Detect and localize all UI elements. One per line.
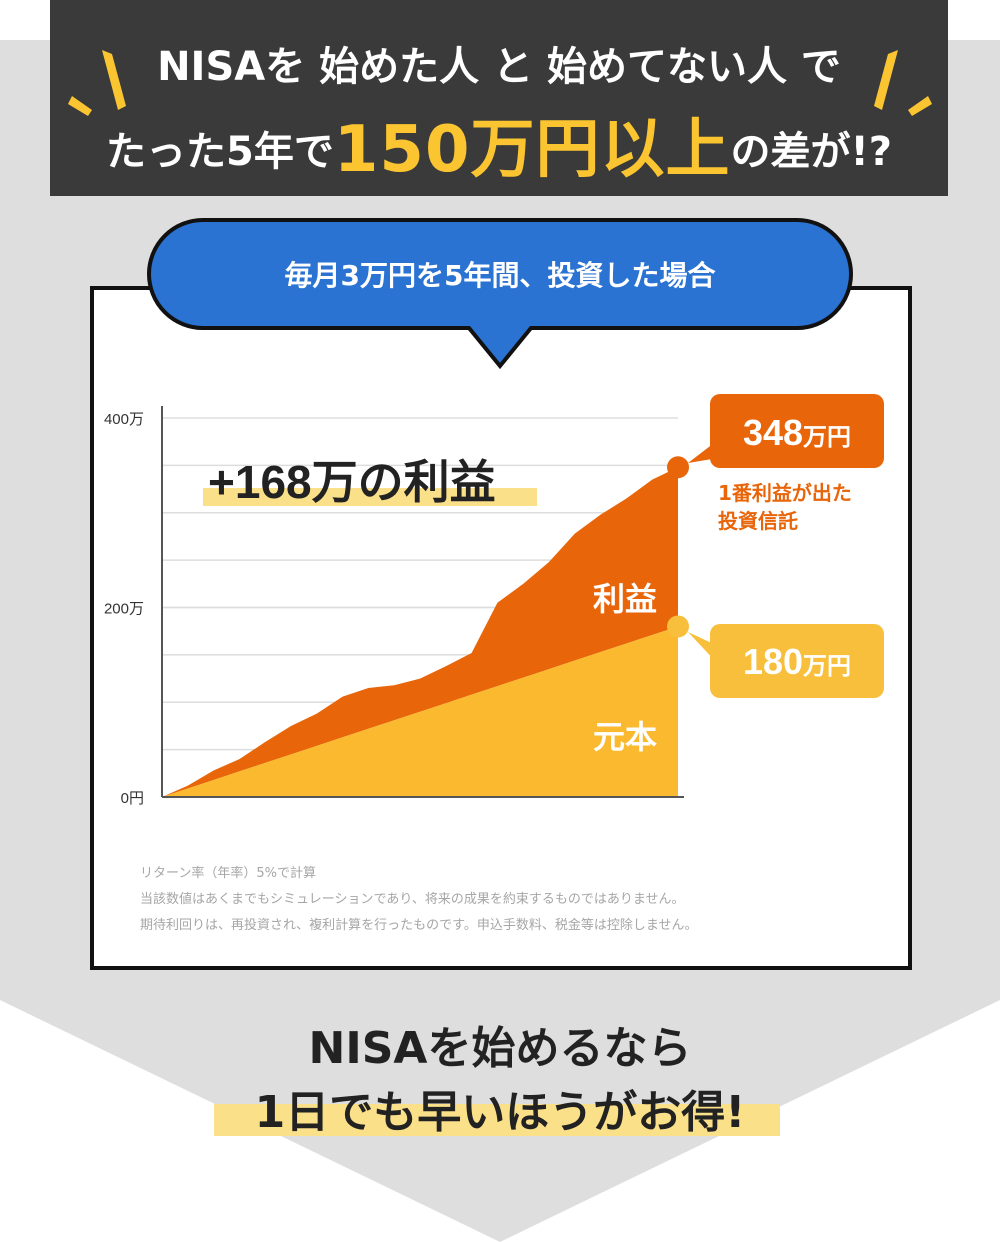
profit-area-label: 利益 — [593, 580, 657, 618]
header-line-1: NISAを 始めた人 と 始めてない人 で — [157, 44, 841, 90]
principal-area-label: 元本 — [593, 718, 657, 756]
note-line-1: リターン率（年率）5%で計算 — [140, 866, 316, 881]
header-line-2: たった5年で150万円以上の差が!? — [50, 98, 948, 190]
header-line-2-post: の差が!? — [730, 129, 892, 175]
header-highlight: 150万円以上 — [333, 113, 731, 187]
left-sparkle-icon — [68, 50, 126, 116]
y-tick-label: 200万 — [104, 601, 144, 618]
bottom-callout-text: 180万円 — [743, 641, 851, 682]
y-tick-label: 0円 — [121, 790, 144, 807]
footer-line-2: 1日でも早いほうがお得! — [254, 1087, 746, 1138]
top-callout-box — [710, 394, 884, 468]
speech-bubble — [147, 218, 853, 370]
principal-area — [162, 626, 678, 797]
note-line-3: 期待利回りは、再投資され、複利計算を行ったものです。申込手数料、税金等は控除しま… — [140, 918, 698, 933]
footer-line-1: NISAを始めるなら — [308, 1023, 692, 1074]
top-callout-caption-2: 投資信託 — [718, 509, 798, 533]
profit-total-label: +168万の利益 — [208, 456, 496, 508]
header-line-2-pre: たった5年で — [106, 129, 334, 175]
principal-endpoint — [667, 615, 689, 638]
y-tick-label: 400万 — [104, 411, 144, 428]
profit-area — [162, 467, 678, 797]
bubble-title: 毎月3万円を5年間、投資した場合 — [284, 259, 716, 292]
bottom-callout-box — [710, 624, 884, 698]
top-callout-caption-1: 1番利益が出た — [718, 481, 852, 505]
right-sparkle-icon — [874, 50, 932, 116]
footer-highlight-marker — [214, 1104, 780, 1136]
total-endpoint — [667, 456, 689, 479]
footer-line-2-wrap — [214, 1066, 780, 1136]
top-callout-text: 348万円 — [743, 412, 851, 453]
note-line-2: 当該数値はあくまでもシミュレーションであり、将来の成果を約束するものではありませ… — [140, 892, 685, 907]
profit-total-marker — [203, 488, 537, 506]
header-banner: NISAを 始めた人 と 始めてない人 で たった5年で150万円以上の差が!? — [50, 0, 948, 196]
